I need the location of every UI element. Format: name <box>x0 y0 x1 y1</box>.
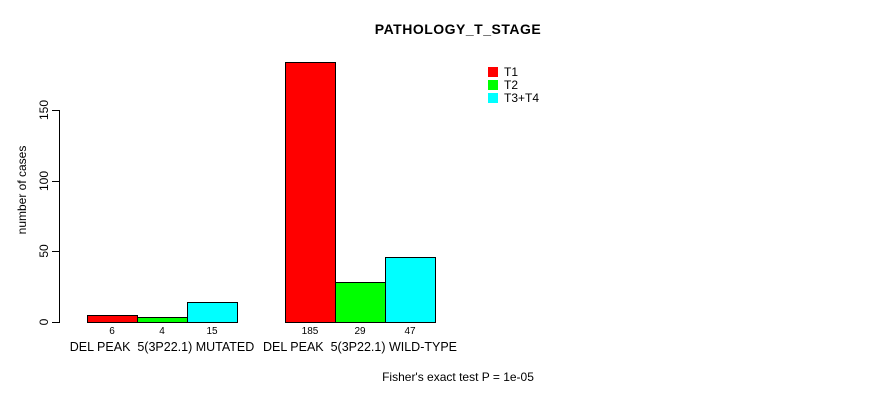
footer-stat-text: Fisher's exact test P = 1e-05 <box>382 370 534 384</box>
chart-title: PATHOLOGY_T_STAGE <box>374 21 542 37</box>
bar-value-label: 15 <box>206 326 218 337</box>
y-tick-label: 0 <box>37 318 51 326</box>
bar-t1-group1 <box>87 315 138 323</box>
legend-swatch <box>488 79 498 90</box>
y-tick-mark <box>52 322 59 323</box>
bar-t2-group1 <box>137 317 188 323</box>
bar-t3-t4-group2 <box>385 257 436 323</box>
bar-t1-group2 <box>285 62 336 323</box>
y-tick-mark <box>52 181 59 182</box>
legend-label: T3+T4 <box>504 90 540 105</box>
bar-value-label: 4 <box>159 326 165 337</box>
bar-value-label: 6 <box>109 326 115 337</box>
y-axis-label: number of cases <box>15 145 29 235</box>
bar-t2-group2 <box>335 282 386 323</box>
y-tick-label: 50 <box>37 244 51 258</box>
y-axis <box>59 110 60 323</box>
legend-item: T3+T4 <box>488 90 540 105</box>
y-tick-label: 150 <box>37 99 51 121</box>
bar-value-label: 29 <box>354 326 366 337</box>
legend-item: T1 <box>488 64 539 79</box>
x-axis-category-label: DEL PEAK 5(3P22.1) WILD-TYPE <box>262 340 458 354</box>
legend-swatch <box>488 92 498 103</box>
legend-label: T2 <box>504 77 519 92</box>
bar-t3-t4-group1 <box>187 302 238 323</box>
legend: T1 T2 T3+T4 <box>488 64 540 105</box>
y-tick-mark <box>52 251 59 252</box>
legend-item: T2 <box>488 77 539 92</box>
legend-label: T1 <box>504 64 519 79</box>
bar-value-label: 185 <box>301 326 319 337</box>
y-tick-label: 100 <box>37 170 51 192</box>
bar-value-label: 47 <box>404 326 416 337</box>
legend-swatch <box>488 66 498 77</box>
x-axis-category-label: DEL PEAK 5(3P22.1) MUTATED <box>69 340 255 354</box>
y-tick-mark <box>52 110 59 111</box>
